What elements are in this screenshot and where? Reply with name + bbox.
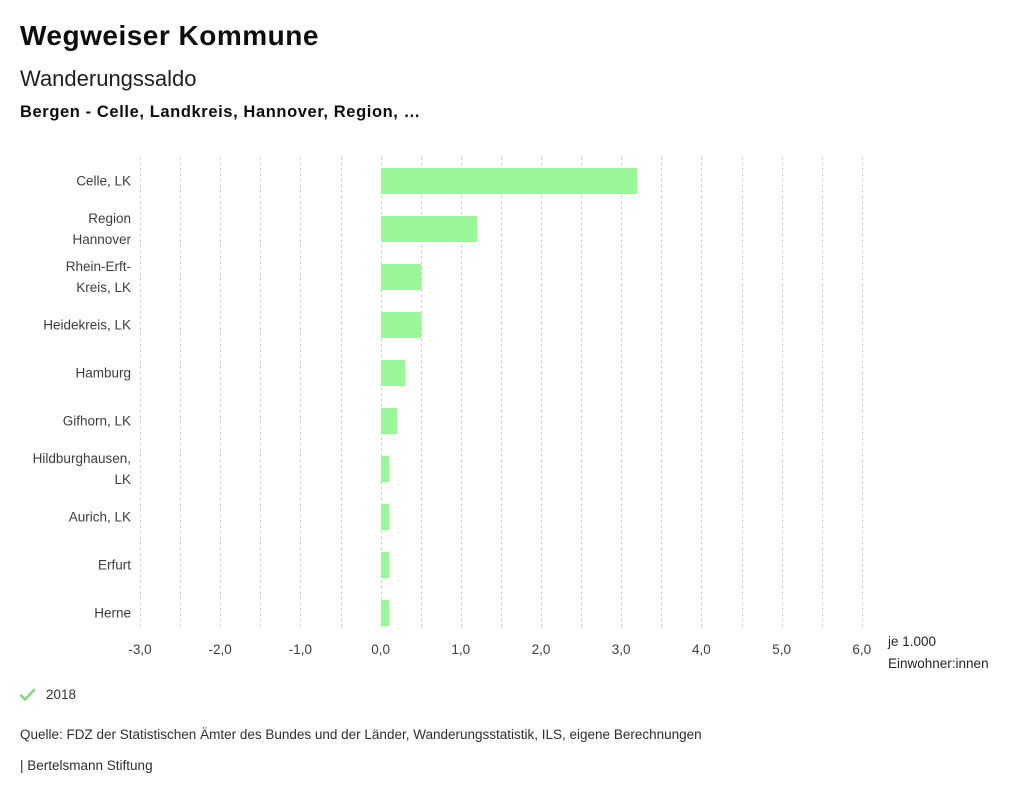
gridline bbox=[300, 157, 302, 630]
bar-rhein-erft-kreis-lk[interactable] bbox=[380, 263, 421, 290]
x-tick-label: 0,0 bbox=[371, 642, 390, 657]
gridline bbox=[621, 157, 623, 630]
gridline bbox=[220, 157, 222, 630]
legend-item-2018[interactable]: 2018 bbox=[19, 687, 76, 702]
category-axis-labels: Celle, LK Region Hannover Rhein-Erft- Kreis,… bbox=[0, 157, 131, 630]
axis-unit-line-2: Einwohner:innen bbox=[888, 655, 989, 671]
gridline bbox=[140, 157, 141, 630]
gridline bbox=[420, 157, 422, 630]
x-tick-label: -2,0 bbox=[208, 642, 232, 657]
x-tick-label: 6,0 bbox=[852, 642, 872, 657]
x-tick-label: -3,0 bbox=[128, 642, 152, 657]
axis-unit-line-1: je 1.000 bbox=[888, 634, 937, 649]
x-tick-label: 5,0 bbox=[772, 642, 791, 657]
source-line: Quelle: FDZ der Statistischen Ämter des … bbox=[20, 727, 702, 742]
category-label: Gifhorn, LK bbox=[62, 413, 131, 428]
bar-gifhorn-lk[interactable] bbox=[380, 407, 397, 434]
gridline bbox=[821, 157, 823, 630]
category-label: Region Hannover bbox=[72, 210, 131, 247]
gridline bbox=[500, 157, 502, 630]
branding-line: | Bertelsmann Stiftung bbox=[20, 758, 153, 773]
check-icon bbox=[19, 688, 36, 701]
category-label: Heidekreis, LK bbox=[43, 317, 131, 332]
bar-heidekreis-lk[interactable] bbox=[380, 311, 421, 338]
gridline bbox=[340, 157, 342, 630]
chart-selection-subtitle: Bergen - Celle, Landkreis, Hannover, Reg… bbox=[20, 103, 421, 121]
chart-title: Wanderungssaldo bbox=[20, 66, 197, 91]
x-tick-label: 4,0 bbox=[692, 642, 711, 657]
x-tick-label: 3,0 bbox=[611, 642, 631, 657]
gridline bbox=[661, 157, 663, 630]
gridline bbox=[701, 157, 703, 630]
category-label: Hildburghausen, LK bbox=[32, 450, 131, 487]
gridline bbox=[581, 157, 583, 630]
gridline bbox=[260, 157, 262, 630]
gridline bbox=[541, 157, 542, 630]
gridline bbox=[460, 157, 462, 630]
x-tick-label: 2,0 bbox=[531, 642, 551, 657]
bar-erfurt[interactable] bbox=[380, 551, 389, 578]
gridline bbox=[180, 157, 182, 630]
bar-herne[interactable] bbox=[380, 599, 389, 626]
bar-hildburghausen-lk[interactable] bbox=[380, 455, 389, 482]
x-axis-tick-labels: -3,0 -2,0 -1,0 0,0 1,0 2,0 3,0 4,0 5,0 6,0 bbox=[0, 642, 1024, 658]
bar-region-hannover[interactable] bbox=[380, 215, 477, 242]
legend-year-label: 2018 bbox=[46, 687, 77, 702]
category-label: Erfurt bbox=[97, 557, 131, 572]
axis-unit-label: je 1.000 Einwohner:innen bbox=[888, 631, 989, 674]
bar-celle-lk[interactable] bbox=[380, 167, 638, 194]
x-tick-label: 1,0 bbox=[451, 642, 471, 657]
category-label: Celle, LK bbox=[76, 173, 131, 188]
page-title: Wegweiser Kommune bbox=[20, 20, 319, 51]
category-label: Aurich, LK bbox=[68, 509, 131, 524]
category-label: Rhein-Erft- Kreis, LK bbox=[65, 258, 131, 295]
category-label: Hamburg bbox=[75, 365, 131, 380]
gridline bbox=[781, 157, 783, 630]
bar-aurich-lk[interactable] bbox=[380, 503, 389, 530]
gridline bbox=[861, 157, 863, 630]
plot-area bbox=[133, 157, 873, 630]
gridline bbox=[741, 157, 743, 630]
x-tick-label: -1,0 bbox=[288, 642, 313, 657]
category-label: Herne bbox=[94, 605, 131, 620]
gridline bbox=[380, 157, 382, 630]
bar-hamburg[interactable] bbox=[380, 359, 405, 386]
